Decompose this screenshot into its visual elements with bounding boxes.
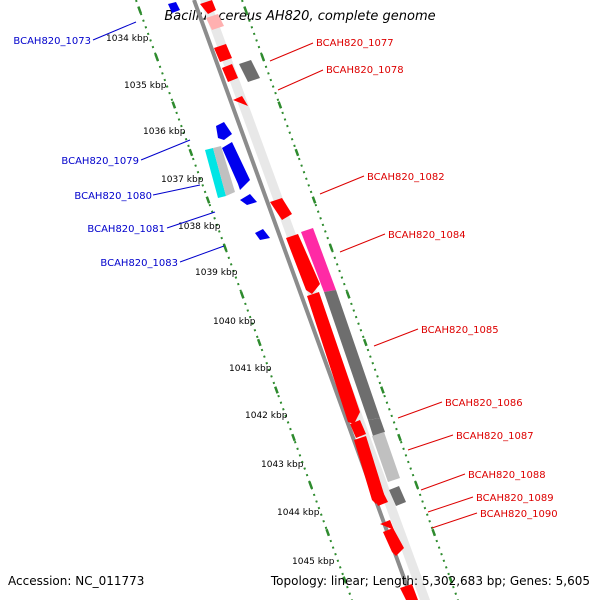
scale-tick [171, 101, 177, 109]
gene-arrow[interactable] [372, 490, 388, 506]
gene-arrow[interactable] [380, 520, 394, 530]
gene-label[interactable]: BCAH820_1088 [468, 470, 546, 481]
scale-tick [222, 243, 228, 252]
gene-arrow[interactable] [240, 194, 257, 205]
gene-label[interactable]: BCAH820_1078 [326, 65, 404, 76]
scale-label: 1041 kbp [229, 364, 272, 374]
scale-tick [291, 433, 296, 442]
gene-arrow[interactable] [255, 229, 270, 240]
scale-tick [188, 148, 194, 157]
gene-label[interactable]: BCAH820_1084 [388, 230, 466, 241]
gene-label[interactable]: BCAH820_1079 [61, 156, 139, 167]
gene-block[interactable] [368, 418, 385, 436]
accession-text: Accession: NC_011773 [8, 574, 145, 588]
scale-tick [345, 291, 351, 299]
right-leaders [269, 42, 478, 529]
gene-label[interactable]: BCAH820_1081 [87, 224, 165, 235]
gene-block[interactable] [213, 146, 235, 196]
scale-tick [260, 53, 266, 62]
scale-tick [342, 576, 348, 584]
gene-label[interactable]: BCAH820_1085 [421, 325, 499, 336]
gene-label[interactable]: BCAH820_1083 [100, 258, 178, 269]
scale-label: 1043 kbp [261, 460, 304, 470]
scale-tick [448, 576, 454, 584]
scale-tick [311, 196, 317, 204]
scale-tick [243, 6, 248, 14]
gene-arrow[interactable] [214, 44, 232, 62]
gene-block[interactable] [301, 228, 336, 292]
genome-summary-text: Topology: linear; Length: 5,302,683 bp; … [270, 574, 590, 588]
gene-arrow[interactable] [286, 234, 320, 294]
gene-label[interactable]: BCAH820_1087 [456, 431, 534, 442]
gene-block[interactable] [324, 290, 380, 420]
gene-arrow[interactable] [222, 64, 238, 82]
scale-ticks [137, 6, 454, 584]
gene-block[interactable] [400, 584, 418, 600]
left-genes [168, 2, 270, 240]
right-genes [200, 0, 418, 600]
scale-label: 1042 kbp [245, 411, 288, 421]
gene-arrow[interactable] [383, 528, 404, 556]
scale-tick [362, 338, 368, 347]
gene-block[interactable] [205, 148, 226, 198]
gene-arrow[interactable] [222, 142, 250, 190]
scale-label: 1044 kbp [277, 508, 320, 518]
scale-tick [414, 481, 419, 489]
gene-label[interactable]: BCAH820_1089 [476, 493, 554, 504]
scale-tick [397, 433, 402, 442]
scale-label: 1037 kbp [161, 175, 204, 185]
gene-arrow[interactable] [307, 292, 360, 424]
scale-tick [205, 196, 211, 204]
gene-label[interactable]: BCAH820_1082 [367, 172, 445, 183]
scale-track-right [241, 0, 459, 600]
gene-block[interactable] [239, 60, 260, 82]
gene-arrow[interactable] [350, 420, 366, 438]
gene-label[interactable]: BCAH820_1086 [445, 398, 523, 409]
scale-label: 1036 kbp [143, 127, 186, 137]
gene-label[interactable]: BCAH820_1077 [316, 38, 394, 49]
scale-label: 1034 kbp [106, 34, 149, 44]
scale-label: 1038 kbp [178, 222, 221, 232]
scale-tick [154, 53, 160, 62]
gene-arrow[interactable] [270, 198, 292, 220]
left-leaders [92, 21, 225, 263]
gene-block[interactable] [372, 432, 400, 482]
scale-track-left [135, 0, 353, 600]
gene-arrow[interactable] [200, 0, 216, 14]
scale-tick [308, 481, 313, 489]
right-labels: BCAH820_1077 BCAH820_1078 BCAH820_1082 B… [316, 38, 558, 520]
scale-label: 1035 kbp [124, 81, 167, 91]
scale-tick [294, 148, 300, 157]
scale-tick [137, 6, 142, 14]
gene-arrow[interactable] [233, 96, 248, 106]
scale-tick [380, 386, 385, 394]
scale-labels: 1034 kbp 1035 kbp 1036 kbp 1037 kbp 1038… [106, 34, 335, 567]
scale-tick [328, 243, 334, 252]
scale-label: 1045 kbp [292, 557, 335, 567]
scale-tick [239, 291, 245, 299]
scale-label: 1039 kbp [195, 268, 238, 278]
gene-arrow[interactable] [168, 2, 180, 13]
scale-tick [274, 386, 279, 394]
genome-title: Bacillus cereus AH820, complete genome [164, 9, 436, 24]
gene-arrow[interactable] [354, 436, 384, 504]
gene-arrow[interactable] [206, 14, 224, 30]
scale-tick [431, 528, 437, 537]
gene-label[interactable]: BCAH820_1073 [13, 36, 91, 47]
scale-label: 1040 kbp [213, 317, 256, 327]
gene-label[interactable]: BCAH820_1090 [480, 509, 558, 520]
scale-tick [277, 101, 283, 109]
gene-arrow[interactable] [216, 122, 232, 140]
gene-block[interactable] [389, 486, 406, 506]
left-labels: BCAH820_1073 BCAH820_1079 BCAH820_1080 B… [13, 36, 178, 269]
scale-tick [256, 338, 262, 347]
scale-tick [325, 528, 331, 537]
gene-label[interactable]: BCAH820_1080 [74, 191, 152, 202]
